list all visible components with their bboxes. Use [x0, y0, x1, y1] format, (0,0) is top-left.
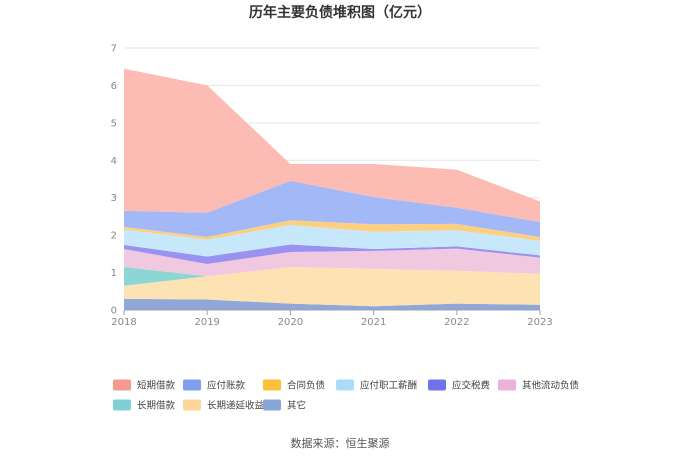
legend-label: 应付职工薪酬: [360, 380, 417, 392]
x-tick-label: 2018: [111, 317, 136, 328]
area-series-长期递延收益: [124, 267, 540, 307]
area-series-应付职工薪酬: [124, 225, 540, 257]
legend-swatch: [113, 379, 131, 391]
area-series-应付账款: [124, 180, 540, 237]
y-tick-label: 1: [111, 268, 117, 279]
legend-label: 其他流动负债: [522, 380, 580, 392]
legend-swatch: [428, 379, 446, 391]
legend-label: 其它: [287, 400, 306, 412]
legend-item-其他流动负债[interactable]: 其他流动负债: [498, 379, 580, 392]
legend-label: 短期借款: [137, 380, 176, 392]
legend-swatch: [336, 379, 354, 391]
legend-swatch: [263, 379, 281, 391]
axes: 0 1 2 3 4 5 6 7 2018 2019 2020 2021 2022 2023: [111, 44, 553, 329]
area-series-其它: [124, 298, 540, 310]
area-series: [124, 68, 540, 310]
y-tick-label: 0: [111, 306, 117, 317]
legend-item-应交税费[interactable]: 应交税费: [428, 379, 490, 392]
y-tick-label: 4: [111, 156, 117, 167]
area-series-其他流动负债: [124, 248, 540, 277]
legend-label: 长期递延收益: [207, 400, 265, 412]
y-tick-label: 6: [111, 81, 117, 92]
y-tick-label: 7: [111, 44, 117, 55]
legend-label: 应交税费: [452, 380, 490, 392]
legend-item-应付职工薪酬[interactable]: 应付职工薪酬: [336, 379, 417, 392]
y-tick-label: 2: [111, 231, 117, 242]
legend-item-长期借款[interactable]: 长期借款: [113, 399, 176, 412]
legend-swatch: [113, 399, 131, 411]
legend-item-合同负债[interactable]: 合同负债: [263, 379, 326, 392]
legend-swatch: [263, 399, 281, 411]
legend-swatch: [183, 399, 201, 411]
x-tick-label: 2023: [527, 317, 552, 328]
legend-label: 应付账款: [207, 380, 246, 392]
area-series-合同负债: [124, 220, 540, 241]
area-series-应交税费: [124, 244, 540, 264]
legend-item-应付账款[interactable]: 应付账款: [183, 379, 246, 392]
x-tick-label: 2022: [444, 317, 469, 328]
legend-swatch: [183, 379, 201, 391]
x-tick-label: 2019: [194, 317, 219, 328]
legend-item-长期递延收益[interactable]: 长期递延收益: [183, 399, 265, 412]
data-source-note: 数据来源：恒生聚源: [291, 436, 390, 450]
y-tick-label: 3: [111, 193, 117, 204]
x-tick-label: 2021: [361, 317, 386, 328]
legend-swatch: [498, 379, 516, 391]
legend-label: 合同负债: [287, 380, 326, 392]
y-tick-label: 5: [111, 118, 117, 129]
legend-item-其它[interactable]: 其它: [263, 399, 306, 412]
area-series-短期借款: [124, 68, 540, 222]
x-tick-label: 2020: [278, 317, 303, 328]
chart-title: 历年主要负债堆积图（亿元）: [249, 4, 431, 21]
legend-label: 长期借款: [137, 400, 176, 412]
legend-item-短期借款[interactable]: 短期借款: [113, 379, 176, 392]
